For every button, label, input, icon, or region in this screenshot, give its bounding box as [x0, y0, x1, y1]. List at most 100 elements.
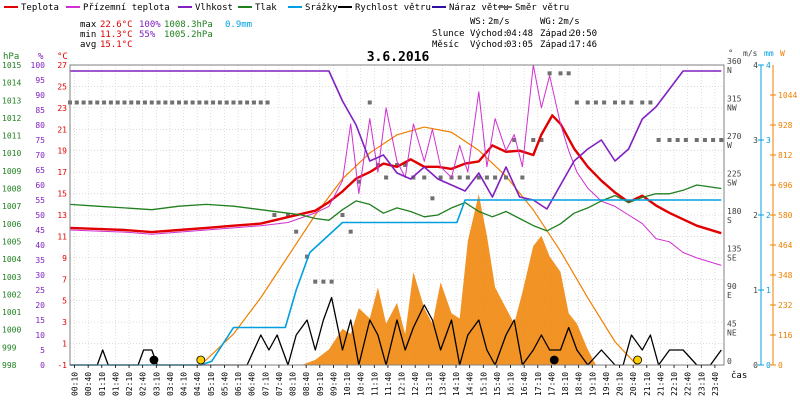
hpa-tick-label: 1006	[2, 220, 21, 229]
ws-label: WS:	[470, 17, 486, 27]
percent-tick-label: 25	[35, 286, 45, 295]
wind-direction-point	[694, 138, 699, 142]
clear-sky-radiation-line	[200, 126, 638, 366]
wind-direction-point	[108, 100, 113, 105]
moonrise-marker	[149, 355, 159, 365]
wind-direction-point	[251, 100, 256, 105]
sunrise-marker	[196, 355, 206, 365]
wind-direction-point	[566, 71, 571, 76]
celsius-tick-label: 7	[62, 275, 67, 284]
percent-tick-label: 35	[35, 256, 45, 265]
sunset-label: Západ:	[540, 29, 573, 39]
x-tick-label: 15:40	[493, 372, 502, 396]
series-line-teplota	[69, 114, 722, 235]
wind-direction-point	[520, 175, 525, 180]
rain-tick-label: 4	[766, 61, 771, 70]
direction-tick-compass: W	[727, 141, 732, 150]
hpa-tick-label: 1009	[2, 167, 21, 176]
x-tick-label: 18:10	[561, 372, 570, 396]
wind-direction-point	[149, 100, 154, 105]
left-axes: hPa9989991000100110021003100410051006100…	[2, 52, 68, 370]
hpa-tick-label: 1001	[2, 308, 21, 317]
wind-direction-point	[457, 175, 462, 180]
wind-tick-label: 0	[753, 361, 758, 370]
legend-label: Srážky	[305, 3, 338, 13]
wind-direction-point	[683, 138, 688, 142]
series-line-prizemni-teplota	[69, 64, 722, 266]
x-tick-label: 09:10	[316, 372, 325, 396]
wind-direction-point	[211, 100, 216, 105]
wind-direction-point	[593, 100, 598, 105]
legend-label: Náraz větru	[449, 3, 509, 13]
x-tick-label: 13:40	[438, 372, 447, 396]
wind-direction-point	[294, 229, 299, 234]
wind-direction-point	[81, 100, 86, 105]
radiation-tick-label: 928	[778, 121, 793, 130]
wind-direction-point	[667, 138, 672, 142]
x-tick-label: 23:10	[697, 372, 706, 396]
rain-axis-unit: mm	[764, 49, 774, 58]
percent-tick-label: 50	[35, 211, 45, 220]
stat-avg-temp: 15.1°C	[100, 40, 133, 50]
series-line-srazky	[70, 199, 722, 366]
wind-direction-point	[286, 213, 290, 217]
wind-direction-point	[656, 138, 661, 142]
wind-direction-point	[88, 100, 93, 105]
wind-tick-label: 4	[753, 61, 758, 70]
x-tick-label: 01:10	[98, 372, 107, 396]
sun-label: Slunce	[432, 29, 465, 39]
celsius-tick-label: 19	[57, 147, 67, 156]
wind-direction-point	[711, 138, 716, 142]
direction-tick-degrees: 225	[727, 170, 742, 179]
celsius-tick-label: 3	[62, 318, 67, 327]
wind-tick-label: 3	[753, 136, 758, 145]
celsius-tick-label: 21	[57, 125, 67, 134]
x-tick-label: 07:40	[275, 372, 284, 396]
direction-tick-degrees: 360	[727, 57, 742, 66]
direction-tick-compass: NW	[727, 104, 737, 113]
radiation-area	[301, 194, 596, 365]
celsius-tick-label: 23	[57, 104, 67, 113]
hpa-tick-label: 1004	[2, 255, 21, 264]
direction-tick-compass: S	[727, 216, 732, 225]
percent-axis-unit: %	[38, 52, 44, 62]
wind-direction-point	[197, 100, 202, 105]
x-tick-label: 03:40	[166, 372, 175, 396]
celsius-tick-label: 11	[57, 232, 67, 241]
wind-direction-point	[504, 175, 508, 180]
radiation-axis-unit: W	[780, 49, 785, 58]
celsius-tick-label: 13	[57, 211, 67, 220]
radiation-tick-label: 348	[778, 271, 793, 280]
percent-tick-label: 55	[35, 196, 45, 205]
stat-min-label: min	[80, 30, 96, 40]
legend-label: Teplota	[21, 3, 59, 13]
wind-direction-point	[719, 138, 724, 142]
x-tick-label: 19:40	[602, 372, 611, 396]
radiation-tick-label: 696	[778, 181, 793, 190]
x-tick-label: 05:10	[207, 372, 216, 396]
stats-block: max 22.6°C 100% 1008.3hPa 0.9mm min 11.3…	[80, 20, 252, 50]
legend-label: Přízemní teplota	[83, 3, 170, 13]
moonrise-time: 03:05	[506, 40, 533, 50]
direction-tick-compass: SW	[727, 179, 737, 188]
radiation-tick-label: 812	[778, 151, 793, 160]
x-tick-label: 22:40	[684, 372, 693, 396]
percent-tick-label: 100	[31, 61, 46, 70]
hpa-tick-label: 1008	[2, 185, 21, 194]
radiation-tick-label: 0	[778, 361, 783, 370]
wind-direction-point	[170, 100, 175, 105]
ws-value: 2m/s	[488, 17, 510, 27]
wind-direction-point	[621, 100, 626, 105]
x-tick-label: 03:10	[152, 372, 161, 396]
wind-direction-point	[115, 100, 120, 105]
hpa-tick-label: 1005	[2, 237, 21, 246]
radiation-layer	[200, 126, 638, 366]
celsius-tick-label: 5	[62, 297, 67, 306]
x-tick-label: 02:40	[139, 372, 148, 396]
wind-direction-point	[602, 100, 607, 105]
radiation-tick-label: 580	[778, 211, 793, 220]
x-tick-label: 20:40	[629, 372, 638, 396]
percent-tick-label: 85	[35, 106, 45, 115]
x-tick-label: 00:40	[84, 372, 93, 396]
